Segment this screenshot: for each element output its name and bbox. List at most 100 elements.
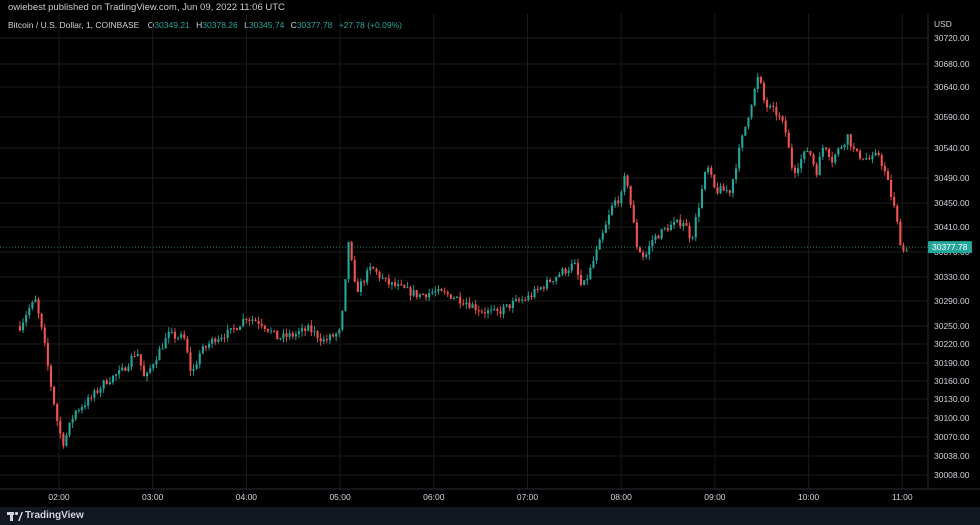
candle-body bbox=[874, 152, 877, 156]
candle-body bbox=[688, 225, 691, 239]
candle-body bbox=[772, 105, 775, 108]
candle-body bbox=[645, 254, 648, 257]
y-tick-label: 30290.00 bbox=[934, 296, 970, 306]
symbol-title[interactable]: Bitcoin / U.S. Dollar, 1, COINBASE bbox=[8, 20, 140, 30]
y-tick-label: 30540.00 bbox=[934, 143, 970, 153]
candle-body bbox=[93, 390, 96, 398]
candle-body bbox=[456, 296, 459, 298]
candle-body bbox=[406, 287, 409, 289]
candle-body bbox=[744, 126, 747, 136]
candle-body bbox=[905, 250, 908, 252]
candle-body bbox=[750, 105, 753, 118]
candle-body bbox=[220, 337, 223, 340]
candle-body bbox=[161, 348, 164, 350]
candle-body bbox=[245, 318, 248, 320]
low-value: 30345.74 bbox=[248, 20, 285, 30]
candle-body bbox=[614, 200, 617, 206]
x-tick-label: 05:00 bbox=[329, 492, 351, 502]
candle-body bbox=[685, 222, 688, 226]
candle-body bbox=[459, 296, 462, 304]
candle-body bbox=[387, 278, 390, 285]
candle-body bbox=[831, 156, 834, 163]
candle-body bbox=[617, 200, 620, 204]
candle-body bbox=[471, 304, 474, 308]
candle-body bbox=[586, 278, 589, 281]
candle-body bbox=[80, 407, 84, 411]
candle-body bbox=[260, 323, 263, 326]
candle-body bbox=[344, 279, 347, 311]
candle-body bbox=[146, 372, 149, 377]
candle-body bbox=[676, 219, 679, 222]
tradingview-brand[interactable]: TradingView bbox=[25, 510, 84, 521]
candle-body bbox=[487, 310, 490, 314]
candle-body bbox=[254, 319, 257, 322]
candle-body bbox=[886, 171, 890, 181]
candle-body bbox=[428, 293, 431, 298]
candle-body bbox=[257, 321, 260, 324]
candle-body bbox=[880, 155, 883, 166]
candle-body bbox=[607, 214, 611, 225]
candle-body bbox=[124, 367, 127, 371]
candle-body bbox=[62, 433, 65, 446]
candle-body bbox=[521, 299, 524, 301]
candle-body bbox=[350, 241, 353, 260]
candle-body bbox=[818, 156, 821, 176]
candle-body bbox=[635, 222, 638, 248]
candle-body bbox=[409, 287, 412, 296]
y-tick-label: 30130.00 bbox=[934, 394, 970, 404]
candle-body bbox=[133, 356, 136, 358]
candle-body bbox=[437, 289, 440, 292]
open-value: 30349.21 bbox=[154, 20, 190, 30]
candle-body bbox=[493, 308, 496, 310]
candle-body bbox=[828, 149, 831, 157]
candlestick-chart[interactable]: 30720.00 30680.00 30640.00 30590.00 30540.00… bbox=[0, 0, 980, 507]
candle-body bbox=[43, 327, 46, 343]
candle-body bbox=[704, 172, 707, 190]
candle-body bbox=[809, 151, 812, 155]
candle-body bbox=[840, 147, 843, 149]
candle-body bbox=[803, 151, 806, 160]
candle-body bbox=[790, 147, 793, 168]
candle-body bbox=[56, 404, 59, 421]
x-tick-label: 10:00 bbox=[798, 492, 820, 502]
candle-body bbox=[849, 134, 852, 147]
candle-body bbox=[902, 245, 905, 251]
candle-body bbox=[800, 159, 803, 169]
candle-body bbox=[648, 246, 651, 255]
candle-body bbox=[623, 175, 626, 192]
candle-body bbox=[40, 313, 43, 328]
candle-body bbox=[756, 76, 759, 89]
candle-body bbox=[713, 174, 716, 188]
candle-body bbox=[651, 240, 654, 247]
tradingview-logo-icon[interactable] bbox=[7, 511, 23, 521]
close-value: 30377.78 bbox=[296, 20, 333, 30]
candle-body bbox=[735, 168, 738, 180]
candle-body bbox=[440, 289, 443, 291]
candle-body bbox=[855, 148, 859, 151]
candle-body bbox=[226, 329, 229, 338]
candle-body bbox=[142, 365, 146, 377]
candle-body bbox=[576, 262, 580, 275]
candle-body bbox=[477, 310, 480, 312]
candle-body bbox=[390, 282, 394, 285]
y-tick-label: 30038.00 bbox=[934, 451, 970, 461]
candle-body bbox=[691, 237, 694, 239]
candle-body bbox=[158, 348, 161, 361]
candle-body bbox=[747, 117, 750, 127]
candle-body bbox=[115, 374, 118, 376]
candle-body bbox=[356, 281, 359, 292]
candle-body bbox=[136, 354, 139, 357]
candle-body bbox=[673, 221, 676, 225]
candle-body bbox=[425, 294, 428, 298]
candle-body bbox=[381, 277, 384, 279]
candle-body bbox=[496, 308, 499, 311]
candle-body bbox=[468, 302, 471, 308]
y-tick-label: 30220.00 bbox=[934, 339, 970, 349]
candle-body bbox=[195, 364, 198, 370]
candle-body bbox=[545, 279, 549, 289]
candle-body bbox=[378, 271, 381, 278]
candle-body bbox=[710, 167, 713, 175]
candle-body bbox=[821, 147, 824, 157]
candle-body bbox=[105, 380, 108, 385]
x-tick-label: 08:00 bbox=[611, 492, 633, 502]
